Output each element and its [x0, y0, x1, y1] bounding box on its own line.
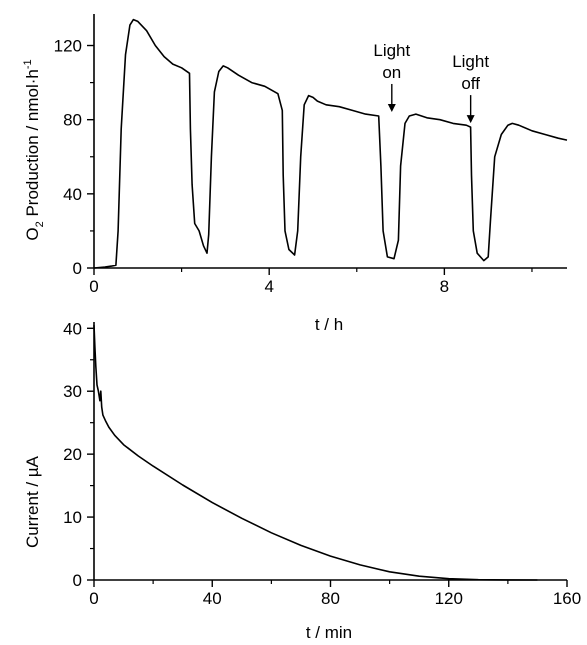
current-series	[93, 325, 538, 581]
current-ticks: 0 40 80 120 160 0 10 20 30 40	[63, 319, 581, 608]
current-x-tick-label: 0	[89, 589, 98, 608]
o2-annotation-arrowhead	[387, 103, 396, 112]
o2-annotation-label: Light	[373, 41, 410, 60]
current-axes	[93, 322, 567, 581]
current-y-tick-label: 40	[63, 319, 82, 338]
o2-annotation-arrowhead	[466, 115, 475, 124]
o2-production-axes	[93, 14, 567, 269]
current-y-tick-label: 0	[73, 571, 82, 590]
current-x-axis-title: t / min	[306, 623, 352, 642]
current-y-tick-label: 10	[63, 508, 82, 527]
o2-y-tick-label: 80	[63, 111, 82, 130]
o2-annotation-label: Light	[452, 52, 489, 71]
current-y-tick-label: 20	[63, 445, 82, 464]
y-title-superscript: -1	[22, 59, 34, 69]
current-y-axis-title: Current / µA	[23, 455, 42, 548]
o2-annotation-label: on	[382, 63, 401, 82]
o2-x-tick-label: 4	[264, 277, 273, 296]
y-title-part-main: Production / nmol·h	[23, 69, 42, 221]
o2-y-tick-label: 40	[63, 185, 82, 204]
o2-x-tick-label: 0	[89, 277, 98, 296]
o2-production-y-axis-title: O2 Production / nmol·h-1	[22, 59, 46, 240]
current-x-tick-label: 160	[553, 589, 581, 608]
current-x-tick-label: 80	[321, 589, 340, 608]
y-title-subscript: 2	[34, 221, 46, 227]
current-y-tick-label: 30	[63, 382, 82, 401]
current-chart: 0 40 80 120 160 0 10 20 30 40 t / min Current / µ…	[23, 319, 581, 642]
o2-y-tick-label: 0	[73, 259, 82, 278]
o2-x-tick-label: 8	[440, 277, 449, 296]
o2-series-line-0	[93, 18, 568, 269]
o2-y-tick-label: 120	[54, 37, 82, 56]
current-x-tick-label: 40	[203, 589, 222, 608]
current-series-line-0	[93, 325, 538, 581]
light-annotations: Light on Light off	[373, 41, 489, 124]
current-x-tick-label: 120	[435, 589, 463, 608]
o2-production-series	[93, 18, 568, 269]
o2-annotation-label: off	[461, 74, 480, 93]
y-title-part-o: O	[23, 227, 42, 240]
o2-production-x-axis-title: t / h	[315, 315, 343, 334]
